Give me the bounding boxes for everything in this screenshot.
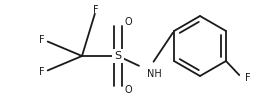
Text: F: F [39, 35, 45, 45]
Text: O: O [124, 17, 132, 27]
Text: F: F [93, 5, 99, 15]
Text: F: F [39, 67, 45, 77]
Text: S: S [114, 51, 122, 61]
Text: F: F [245, 73, 251, 83]
Text: O: O [124, 85, 132, 95]
Text: NH: NH [147, 69, 161, 79]
